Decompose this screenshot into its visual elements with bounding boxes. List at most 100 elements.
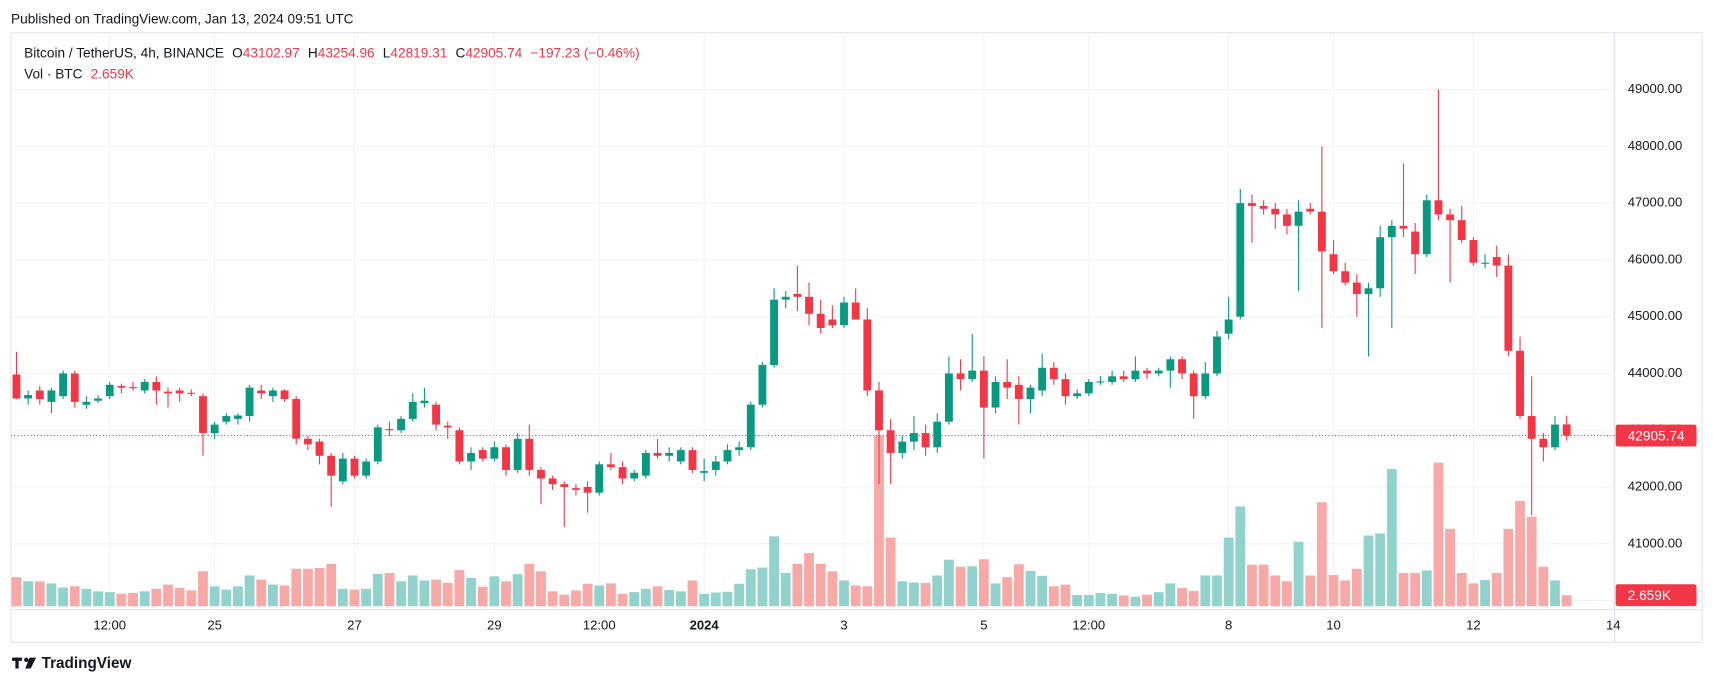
- candle-body: [875, 390, 883, 431]
- candle-body: [1376, 237, 1385, 289]
- volume-legend: Vol · BTC 2.659K: [24, 66, 134, 81]
- candle-body: [82, 401, 91, 405]
- candle-body: [1481, 262, 1489, 264]
- candle-body: [1352, 282, 1361, 294]
- candle-body: [373, 427, 382, 462]
- volume-bar: [1130, 596, 1141, 607]
- candle-body: [851, 302, 860, 320]
- candle-body: [59, 373, 68, 397]
- volume-bar: [1351, 568, 1362, 607]
- volume-bar: [198, 571, 208, 607]
- candle-body: [12, 374, 21, 399]
- volume-bar: [58, 587, 69, 607]
- candle-body: [630, 472, 639, 479]
- volume-bar: [862, 586, 873, 607]
- volume-bar: [291, 568, 302, 607]
- volume-bar: [967, 566, 978, 607]
- volume-bar: [1491, 572, 1502, 607]
- candle-body: [583, 487, 592, 493]
- logo-slash: [25, 657, 37, 669]
- candle-body: [513, 438, 522, 470]
- volume-bar: [1048, 586, 1059, 607]
- volume-bar: [629, 592, 640, 607]
- candle-body: [210, 424, 219, 434]
- x-tick-label: 10: [1326, 617, 1341, 632]
- candle-body: [1224, 319, 1233, 334]
- candle-body: [572, 488, 580, 490]
- candle-body: [1096, 381, 1105, 383]
- candle-body: [1003, 381, 1012, 388]
- volume-bar: [1002, 577, 1013, 607]
- candle-body: [268, 390, 277, 397]
- volume-bar: [1293, 541, 1304, 607]
- candle-body: [327, 455, 336, 476]
- volume-bar: [932, 575, 943, 607]
- candle-body: [47, 390, 56, 402]
- volume-bar: [1375, 533, 1386, 607]
- volume-bar: [605, 583, 616, 607]
- volume-title: Vol · BTC: [24, 66, 83, 81]
- volume-bar: [1235, 506, 1246, 607]
- candle-body: [537, 469, 545, 479]
- candle-body: [1527, 416, 1536, 439]
- candle-body: [432, 404, 441, 425]
- volume-bar: [1165, 583, 1176, 607]
- candle-body: [1143, 370, 1151, 374]
- volume-bar: [489, 576, 500, 607]
- candle-body: [1131, 370, 1140, 380]
- candle-body: [968, 370, 977, 380]
- candle-body: [1504, 265, 1513, 351]
- candle-body: [1259, 205, 1268, 209]
- last-price-label: 42905.74: [1628, 428, 1685, 443]
- y-tick-label: 48000.00: [1628, 138, 1683, 153]
- volume-bar: [361, 588, 372, 607]
- candle-body: [303, 438, 312, 445]
- y-tick-label: 41000.00: [1628, 535, 1683, 550]
- volume-bar: [1305, 575, 1316, 607]
- y-tick-label: 42000.00: [1628, 478, 1683, 493]
- candle-body: [175, 390, 184, 394]
- open-label: O: [232, 45, 243, 60]
- candle-body: [1457, 220, 1466, 241]
- low-label: L: [383, 45, 391, 60]
- candle-body: [898, 441, 907, 453]
- candle-body: [1329, 254, 1338, 272]
- logo-dot: [24, 657, 29, 662]
- brand-name: TradingView: [42, 655, 132, 672]
- volume-bar: [233, 586, 243, 607]
- candle-body: [828, 319, 837, 326]
- volume-bar: [34, 581, 45, 607]
- volume-bar: [1421, 570, 1432, 607]
- candle-body: [1201, 373, 1210, 397]
- candle-body: [735, 447, 744, 451]
- candle-body: [164, 391, 172, 394]
- candle-body: [770, 299, 779, 365]
- volume-bar: [547, 591, 558, 607]
- change-value: −197.23 (−0.46%): [530, 45, 639, 60]
- volume-bar: [174, 587, 185, 607]
- volume-bar: [1328, 575, 1339, 607]
- volume-bar: [1212, 575, 1222, 607]
- volume-bar: [897, 581, 908, 607]
- close-value: 42905.74: [465, 45, 522, 60]
- brand-logo: [12, 657, 37, 669]
- volume-bar: [652, 586, 663, 607]
- candle-body: [1248, 203, 1256, 206]
- volume-bar: [477, 586, 488, 607]
- volume-bar: [745, 569, 756, 607]
- candle-body: [362, 461, 371, 476]
- candle-body: [618, 467, 627, 479]
- volume-bar: [640, 588, 651, 607]
- candle-body: [921, 433, 930, 448]
- candle-body: [840, 302, 848, 326]
- volume-bar: [1118, 595, 1129, 607]
- volume-bar: [1515, 500, 1525, 607]
- candle-body: [944, 373, 953, 422]
- y-tick-label: 44000.00: [1628, 365, 1683, 380]
- volume-bar: [209, 586, 220, 607]
- volume-bar: [46, 583, 57, 607]
- x-tick-label: 3: [840, 617, 847, 632]
- chart-frame: [10, 32, 1703, 643]
- candle-body: [222, 416, 231, 422]
